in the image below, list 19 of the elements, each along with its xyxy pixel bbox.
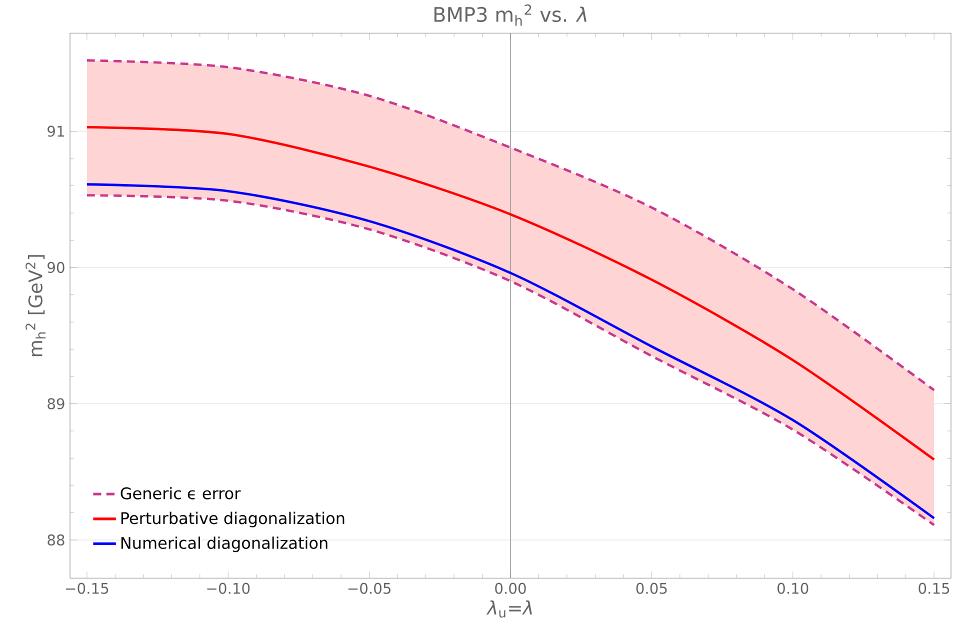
x-tick-label: 0.05: [636, 582, 667, 594]
x-tick-label: −0.05: [348, 582, 390, 594]
x-tick-label: 0.00: [495, 582, 526, 594]
legend-label: Perturbative diagonalization: [121, 512, 344, 528]
x-axis-title: λ$_{u}$=λ: [486, 600, 532, 618]
legend-label: Generic ϵ error: [120, 486, 241, 500]
y-tick-label: 89: [48, 398, 64, 410]
legend-label: Numerical diagonalization: [121, 536, 328, 552]
line-series: [86, 126, 936, 461]
line-series: [86, 59, 936, 392]
y-tick-label: 91: [48, 126, 64, 137]
y-tick-label: 90: [48, 262, 64, 273]
x-tick-label: 0.10: [778, 582, 808, 594]
x-tick-label: −0.10: [207, 582, 250, 594]
y-tick-label: 88: [48, 534, 64, 546]
chart-title: BMP3 m$_{h}$$^{2}$ vs. λ: [434, 4, 586, 26]
x-tick-label: 0.15: [918, 582, 950, 594]
y-axis-title: m$_{h}$$^{2}$ [GeV$^{2}$]: [26, 255, 46, 356]
x-tick-label: −0.15: [66, 582, 108, 594]
